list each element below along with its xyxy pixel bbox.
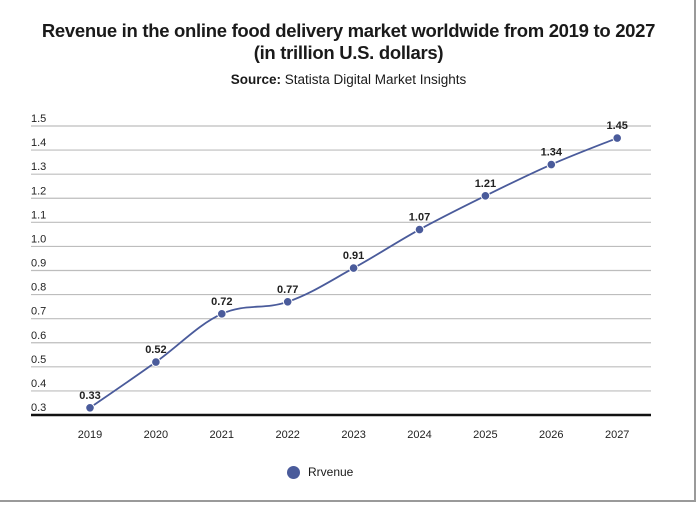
y-tick-label: 0.5 [31, 354, 46, 366]
data-label: 1.07 [409, 212, 430, 224]
y-tick-label: 1.0 [31, 233, 46, 245]
title-line-1: Revenue in the online food delivery mark… [41, 20, 656, 41]
data-point [348, 263, 359, 273]
data-point [151, 357, 161, 367]
chart-subtitle: Source: Statista Digital Market Insights [0, 72, 697, 87]
legend: Rrvenue [287, 465, 353, 479]
y-axis-ticks: 0.3 0.4 0.5 0.6 0.7 0.8 0.9 1.0 1.1 1.2 1.3 1.4 1.5 [31, 113, 46, 414]
x-tick-label: 2026 [539, 429, 563, 441]
data-point [85, 402, 95, 413]
y-tick-label: 0.8 [31, 282, 46, 294]
x-tick-label: 2020 [144, 429, 168, 441]
data-label: 0.72 [211, 296, 232, 308]
y-tick-label: 1.5 [31, 113, 46, 125]
source-text: Statista Digital Market Insights [280, 72, 467, 87]
y-tick-label: 1.1 [31, 209, 46, 221]
x-tick-label: 2019 [78, 429, 102, 441]
y-tick-label: 0.4 [31, 378, 46, 390]
y-tick-label: 1.2 [31, 185, 46, 197]
x-axis-ticks: 2019 2020 2021 2022 2023 2024 2025 2026 2027 [78, 429, 630, 441]
x-tick-label: 2025 [473, 429, 497, 441]
x-tick-label: 2027 [605, 429, 629, 441]
y-tick-label: 1.4 [31, 137, 46, 149]
y-tick-label: 0.9 [31, 258, 46, 270]
y-tick-label: 1.3 [31, 161, 46, 173]
data-label: 0.91 [343, 250, 364, 262]
title-line-2: (in trillion U.S. dollars) [253, 42, 444, 63]
data-point [546, 159, 557, 170]
data-label: 0.77 [277, 284, 298, 296]
x-tick-label: 2021 [210, 429, 234, 441]
source-label: Source: [230, 72, 281, 87]
chart-title: Revenue in the online food delivery mark… [0, 20, 697, 64]
y-tick-label: 0.3 [31, 402, 46, 414]
gridlines [31, 125, 651, 392]
data-label: 1.34 [541, 147, 563, 159]
data-point [480, 191, 491, 201]
legend-label: Rrvenue [308, 465, 354, 479]
x-tick-label: 2024 [407, 429, 431, 441]
y-tick-label: 0.7 [31, 306, 46, 318]
data-labels: 0.33 0.52 0.72 0.77 0.91 1.07 1.21 1.34 1.45 [79, 120, 628, 402]
data-label: 1.21 [475, 178, 496, 190]
x-tick-label: 2022 [275, 429, 299, 441]
data-label: 0.52 [145, 344, 166, 356]
legend-marker-icon [287, 465, 300, 479]
y-tick-label: 0.6 [31, 330, 46, 342]
data-label: 1.45 [606, 120, 627, 132]
data-point [217, 309, 227, 319]
data-point [612, 133, 623, 143]
data-points [85, 133, 623, 413]
x-tick-label: 2023 [341, 429, 365, 441]
data-label: 0.33 [79, 390, 100, 402]
data-point [414, 224, 425, 235]
data-point [282, 297, 293, 307]
